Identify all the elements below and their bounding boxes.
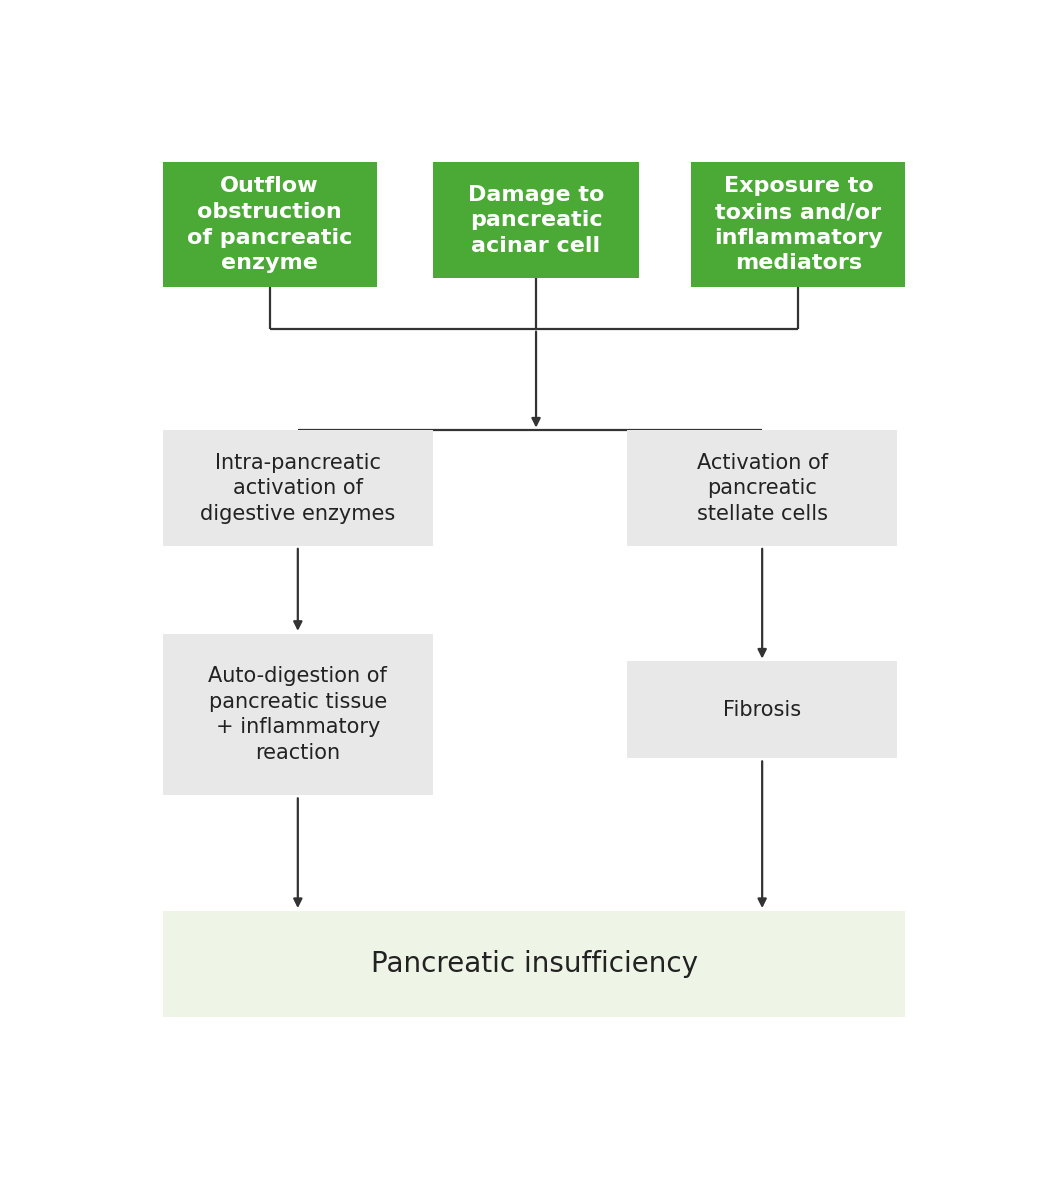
Text: Exposure to
toxins and/or
inflammatory
mediators: Exposure to toxins and/or inflammatory m… — [714, 176, 883, 274]
FancyBboxPatch shape — [163, 162, 376, 287]
Text: Fibrosis: Fibrosis — [723, 700, 801, 720]
FancyBboxPatch shape — [433, 162, 639, 278]
FancyBboxPatch shape — [163, 911, 905, 1018]
Text: Auto-digestion of
pancreatic tissue
+ inflammatory
reaction: Auto-digestion of pancreatic tissue + in… — [208, 666, 388, 763]
Text: Activation of
pancreatic
stellate cells: Activation of pancreatic stellate cells — [697, 452, 827, 523]
Text: Outflow
obstruction
of pancreatic
enzyme: Outflow obstruction of pancreatic enzyme — [187, 176, 352, 274]
FancyBboxPatch shape — [627, 431, 897, 546]
FancyBboxPatch shape — [627, 661, 897, 758]
FancyBboxPatch shape — [692, 162, 905, 287]
Text: Intra-pancreatic
activation of
digestive enzymes: Intra-pancreatic activation of digestive… — [200, 452, 396, 523]
Text: Pancreatic insufficiency: Pancreatic insufficiency — [371, 950, 697, 978]
Text: Damage to
pancreatic
acinar cell: Damage to pancreatic acinar cell — [468, 185, 604, 256]
FancyBboxPatch shape — [163, 634, 433, 796]
FancyBboxPatch shape — [163, 431, 433, 546]
